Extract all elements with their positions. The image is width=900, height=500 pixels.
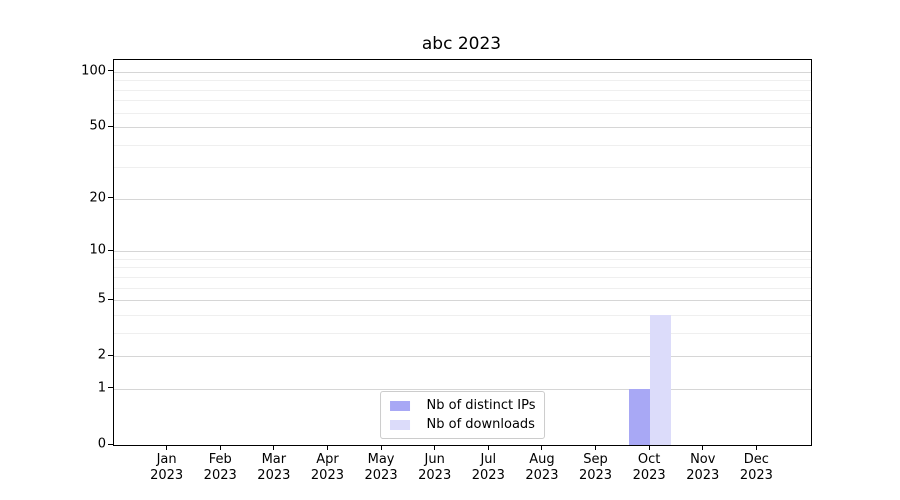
x-tick-year: 2023 (310, 468, 344, 483)
y-tick-mark (108, 70, 113, 72)
minor-gridline (114, 287, 811, 289)
minor-gridline (114, 112, 811, 114)
x-tick-year: 2023 (471, 468, 505, 483)
x-tick-label: May 2023 (365, 452, 398, 484)
x-tick-month: Sep (583, 452, 608, 467)
plot-area: Nb of distinct IPs Nb of downloads (113, 59, 812, 446)
x-tick-month: Dec (743, 452, 769, 467)
x-tick-year: 2023 (150, 468, 184, 483)
y-tick-label: 2 (97, 347, 106, 363)
x-tick-year: 2023 (525, 468, 559, 483)
x-tick-mark (648, 445, 650, 450)
major-gridline (114, 300, 811, 302)
minor-gridline (114, 314, 811, 316)
minor-gridline (114, 258, 811, 260)
minor-gridline (114, 267, 811, 269)
y-tick-mark (108, 354, 113, 356)
x-tick-year: 2023 (578, 468, 613, 483)
y-tick-label: 50 (89, 118, 106, 134)
chart-title: abc 2023 (421, 34, 502, 54)
x-tick-label: Jan 2023 (150, 452, 183, 484)
y-tick-label: 10 (89, 242, 106, 258)
major-gridline (114, 71, 811, 73)
x-tick-year: 2023 (686, 468, 720, 483)
x-tick-year: 2023 (739, 468, 773, 483)
x-tick-month: May (367, 452, 395, 467)
x-tick-year: 2023 (257, 468, 291, 483)
x-tick-month: Nov (690, 452, 716, 467)
minor-gridline (114, 332, 811, 334)
y-tick-mark (108, 298, 113, 300)
y-tick-mark (108, 387, 113, 389)
x-tick-label: Mar 2023 (257, 452, 290, 484)
y-tick-label: 5 (97, 291, 106, 307)
legend-item-downloads: Nb of downloads (389, 417, 536, 432)
minor-gridline (114, 276, 811, 278)
x-tick-month: Jun (424, 452, 445, 467)
x-tick-mark (326, 445, 328, 450)
x-tick-label: Nov 2023 (686, 452, 719, 484)
minor-gridline (114, 80, 811, 82)
x-tick-month: Aug (529, 452, 555, 467)
x-tick-mark (702, 445, 704, 450)
x-tick-year: 2023 (364, 468, 398, 483)
x-tick-month: Jul (480, 452, 497, 467)
x-tick-label: Apr 2023 (311, 452, 344, 484)
major-gridline (114, 251, 811, 253)
legend: Nb of distinct IPs Nb of downloads (379, 391, 546, 439)
legend-swatch-downloads (389, 419, 410, 430)
minor-gridline (114, 144, 811, 146)
minor-gridline (114, 100, 811, 102)
major-gridline (114, 356, 811, 358)
bar-downloads (650, 314, 672, 445)
x-tick-month: Feb (208, 452, 232, 467)
x-tick-mark (380, 445, 382, 450)
y-tick-label: 100 (81, 63, 106, 79)
y-tick-mark (108, 443, 113, 445)
y-tick-label: 0 (97, 436, 106, 452)
x-tick-month: Apr (316, 452, 339, 467)
x-tick-mark (595, 445, 597, 450)
x-tick-label: Sep 2023 (579, 452, 612, 484)
x-tick-mark (273, 445, 275, 450)
bar-distinct-ips (629, 388, 651, 445)
x-tick-mark (434, 445, 436, 450)
x-tick-label: Aug 2023 (525, 452, 558, 484)
x-tick-mark (487, 445, 489, 450)
x-tick-label: Jul 2023 (472, 452, 505, 484)
major-gridline (114, 127, 811, 129)
y-tick-label: 20 (89, 190, 106, 206)
x-tick-mark (219, 445, 221, 450)
x-tick-month: Oct (637, 452, 661, 467)
x-tick-year: 2023 (632, 468, 666, 483)
x-tick-mark (755, 445, 757, 450)
y-tick-label: 1 (97, 380, 106, 396)
x-tick-label: Feb 2023 (204, 452, 237, 484)
major-gridline (114, 388, 811, 390)
minor-gridline (114, 167, 811, 169)
x-tick-year: 2023 (203, 468, 237, 483)
legend-label-downloads: Nb of downloads (426, 417, 535, 432)
x-tick-year: 2023 (418, 468, 452, 483)
legend-label-distinct-ips: Nb of distinct IPs (426, 398, 536, 413)
major-gridline (114, 198, 811, 200)
x-tick-label: Oct 2023 (633, 452, 666, 484)
y-tick-mark (108, 249, 113, 251)
x-tick-label: Jun 2023 (418, 452, 451, 484)
x-tick-mark (541, 445, 543, 450)
bars-layer (114, 60, 811, 445)
x-tick-mark (166, 445, 168, 450)
y-tick-mark (108, 197, 113, 199)
legend-swatch-distinct-ips (389, 400, 410, 411)
x-tick-month: Jan (156, 452, 177, 467)
x-tick-month: Mar (261, 452, 287, 467)
legend-item-distinct-ips: Nb of distinct IPs (389, 398, 536, 413)
x-tick-label: Dec 2023 (740, 452, 773, 484)
gridlines-layer (114, 60, 811, 445)
minor-gridline (114, 89, 811, 91)
y-tick-mark (108, 125, 113, 127)
